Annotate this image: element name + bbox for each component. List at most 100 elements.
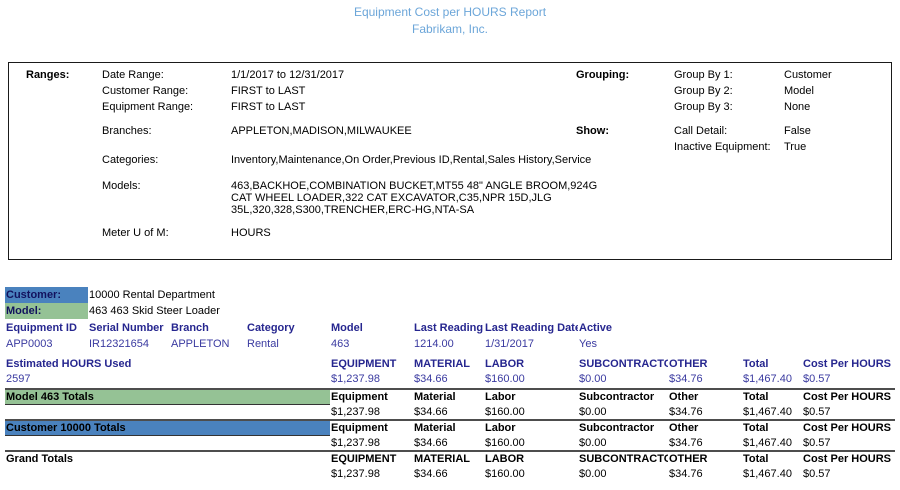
serial-number-cell: IR12321654 — [89, 337, 149, 350]
col-header-serial-number: Serial Number — [89, 321, 164, 334]
customer-totals-total-cost: $1,467.40 — [743, 436, 792, 449]
col-header-last-reading: Last Reading — [414, 321, 484, 334]
group-by-3-label: Group By 3: — [674, 101, 733, 113]
est-header-labor: LABOR — [485, 357, 525, 370]
equipment-range-label: Equipment Range: — [102, 101, 194, 113]
branches-label: Branches: — [102, 125, 152, 137]
customer-totals-equipment-cost: $1,237.98 — [331, 436, 380, 449]
model-group-band: Model: 463 463 Skid Steer Loader — [5, 303, 895, 319]
customer-totals-cost-per-hours: $0.57 — [803, 436, 831, 449]
grand-totals-label: Grand Totals — [5, 450, 330, 466]
grand-totals-header-other: OTHER — [668, 450, 742, 466]
est-header-cost-per-hours: Cost Per HOURS — [803, 357, 892, 370]
customer-totals-label: Customer 10000 Totals — [5, 419, 330, 436]
branches-value: APPLETON,MADISON,MILWAUKEE — [231, 125, 412, 137]
model-totals-header-subcontractor: Subcontractor — [578, 388, 668, 404]
equipment-header-row: Equipment ID Serial Number Branch Catego… — [5, 319, 895, 336]
model-totals-cost-per-hours: $0.57 — [803, 405, 831, 418]
estimated-hours-value: 2597 — [6, 372, 31, 385]
call-detail-value: False — [784, 125, 811, 137]
customer-totals-values-row: $1,237.98 $34.66 $160.00 $0.00 $34.76 $1… — [5, 435, 895, 450]
active-cell: Yes — [579, 337, 597, 350]
inactive-equipment-label: Inactive Equipment: — [674, 141, 771, 153]
est-other-cost: $34.76 — [669, 372, 703, 385]
col-header-model: Model — [331, 321, 363, 334]
ranges-label: Ranges: — [26, 69, 70, 81]
est-header-total: Total — [743, 357, 769, 370]
categories-label: Categories: — [102, 154, 159, 166]
est-equipment-cost: $1,237.98 — [331, 372, 380, 385]
model-totals-header-other: Other — [668, 388, 742, 404]
model-totals-total-cost: $1,467.40 — [743, 405, 792, 418]
meter-uofm-value: HOURS — [231, 227, 271, 239]
models-label: Models: — [102, 180, 141, 192]
branch-cell: APPLETON — [171, 337, 230, 350]
grand-totals-total-cost: $1,467.40 — [743, 467, 792, 480]
est-total-cost: $1,467.40 — [743, 372, 792, 385]
col-header-last-reading-date: Last Reading Date — [485, 321, 578, 334]
models-value: 463,BACKHOE,COMBINATION BUCKET,MT55 48" … — [231, 180, 598, 216]
equipment-id-cell: APP0003 — [6, 337, 53, 350]
model-totals-header-equipment: Equipment — [330, 388, 413, 404]
model-totals-label: Model 463 Totals — [5, 388, 330, 405]
est-cost-per-hours: $0.57 — [803, 372, 831, 385]
col-header-equipment-id: Equipment ID — [6, 321, 77, 334]
inactive-equipment-value: True — [784, 141, 807, 153]
company-name: Fabrikam, Inc. — [411, 22, 489, 36]
model-totals-material-cost: $34.66 — [414, 405, 448, 418]
est-header-material: MATERIAL — [414, 357, 471, 370]
col-header-active: Active — [579, 321, 613, 334]
group-by-2-value: Model — [784, 85, 814, 97]
model-totals-header-total: Total — [742, 388, 802, 404]
customer-totals-header-equipment: Equipment — [330, 419, 413, 435]
grand-totals-header-cost-per-hours: Cost Per HOURS — [802, 450, 896, 466]
group-by-3-value: None — [784, 101, 811, 113]
customer-totals-header-other: Other — [668, 419, 742, 435]
col-header-branch: Branch — [171, 321, 209, 334]
model-totals-subcontractor-cost: $0.00 — [579, 405, 607, 418]
categories-value: Inventory,Maintenance,On Order,Previous … — [231, 154, 592, 166]
model-totals-equipment-cost: $1,237.98 — [331, 405, 380, 418]
last-reading-cell: 1214.00 — [414, 337, 454, 350]
customer-totals-other-cost: $34.76 — [669, 436, 703, 449]
model-totals-other-cost: $34.76 — [669, 405, 703, 418]
group-by-1-label: Group By 1: — [674, 69, 733, 81]
grand-totals-other-cost: $34.76 — [669, 467, 703, 480]
equipment-range-value: FIRST to LAST — [231, 101, 306, 113]
model-totals-values-row: $1,237.98 $34.66 $160.00 $0.00 $34.76 $1… — [5, 404, 895, 419]
group-by-1-value: Customer — [784, 69, 832, 81]
customer-totals-material-cost: $34.66 — [414, 436, 448, 449]
model-totals-labor-cost: $160.00 — [485, 405, 525, 418]
call-detail-label: Call Detail: — [674, 125, 728, 137]
est-subcontractor-cost: $0.00 — [579, 372, 607, 385]
estimated-values-row: 2597 $1,237.98 $34.66 $160.00 $0.00 $34.… — [5, 371, 895, 386]
grand-totals-labor-cost: $160.00 — [485, 467, 525, 480]
customer-band-value: 10000 Rental Department — [89, 289, 215, 301]
grand-totals-header-material: MATERIAL — [413, 450, 484, 466]
report-title: Equipment Cost per HOURS Report — [353, 5, 547, 19]
group-by-2-label: Group By 2: — [674, 85, 733, 97]
customer-range-value: FIRST to LAST — [231, 85, 306, 97]
customer-totals-header-subcontractor: Subcontractor — [578, 419, 668, 435]
equipment-data-row: APP0003 IR12321654 APPLETON Rental 463 1… — [5, 336, 895, 351]
estimated-header-row: Estimated HOURS Used EQUIPMENT MATERIAL … — [5, 356, 895, 371]
customer-totals-header-cost-per-hours: Cost Per HOURS — [802, 419, 896, 435]
customer-totals-header-labor: Labor — [484, 419, 578, 435]
model-totals-header-material: Material — [413, 388, 484, 404]
last-reading-date-cell: 1/31/2017 — [485, 337, 534, 350]
grand-totals-header-total: Total — [742, 450, 802, 466]
grand-totals-cost-per-hours: $0.57 — [803, 467, 831, 480]
date-range-label: Date Range: — [102, 69, 164, 81]
estimated-hours-label: Estimated HOURS Used — [6, 357, 132, 370]
grand-totals-material-cost: $34.66 — [414, 467, 448, 480]
parameters-box: Ranges: Date Range: 1/1/2017 to 12/31/20… — [8, 62, 892, 260]
col-header-category: Category — [247, 321, 295, 334]
customer-totals-header-total: Total — [742, 419, 802, 435]
est-header-subcontractor: SUBCONTRACTOR — [579, 357, 668, 370]
grand-totals-header-subcontractor: SUBCONTRACTOR — [578, 450, 668, 466]
date-range-value: 1/1/2017 to 12/31/2017 — [231, 69, 345, 81]
customer-group-band: Customer: 10000 Rental Department — [5, 287, 895, 303]
model-totals-header-labor: Labor — [484, 388, 578, 404]
grand-totals-equipment-cost: $1,237.98 — [331, 467, 380, 480]
